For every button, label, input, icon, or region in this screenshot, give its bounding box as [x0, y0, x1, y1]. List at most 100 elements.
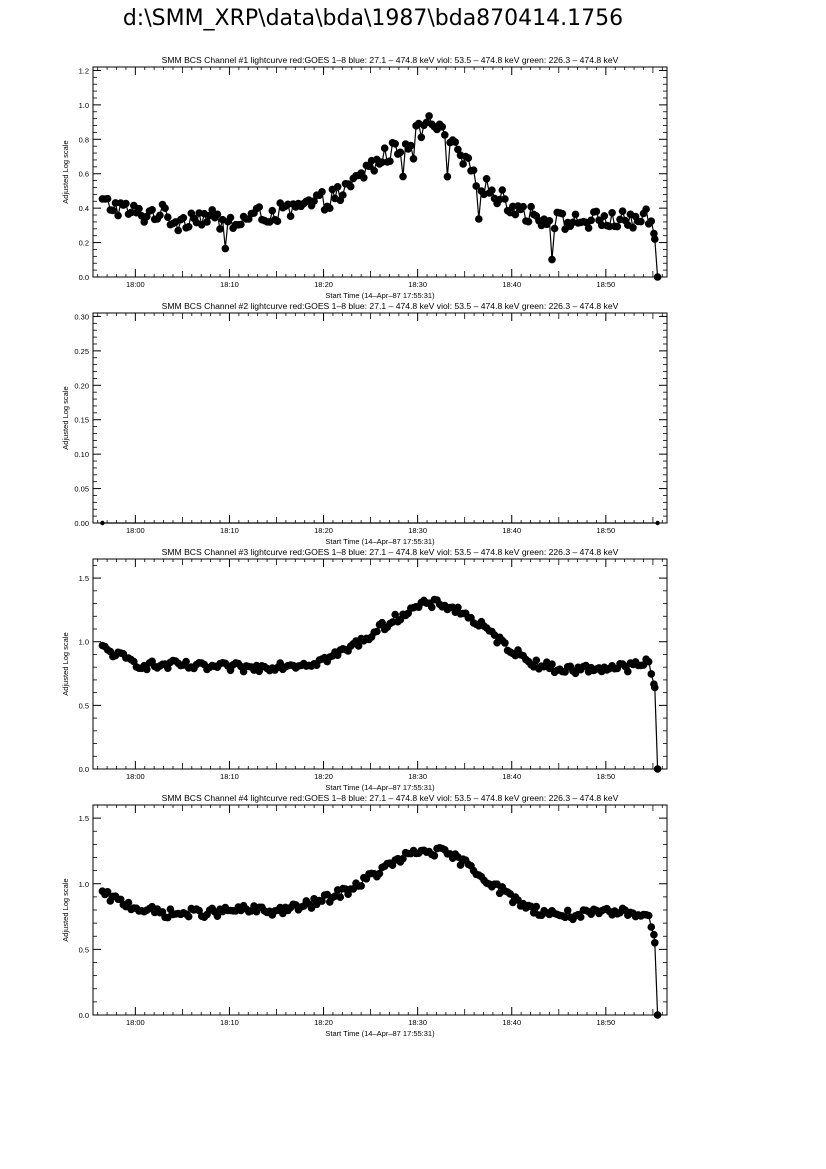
data-point [114, 211, 122, 220]
data-point [441, 131, 449, 139]
y-tick-label: 0.30 [74, 312, 89, 321]
data-point [164, 213, 172, 221]
x-tick-label: 18:40 [502, 1018, 521, 1027]
data-point [425, 112, 433, 120]
data-point [576, 913, 585, 921]
data-point [148, 206, 156, 214]
data-point [276, 659, 285, 667]
data-point [103, 194, 112, 203]
x-axis-label: Start Time (14–Apr–87 17:55:31) [325, 537, 435, 546]
data-point [454, 603, 462, 612]
chart-panel-3: SMM BCS Channel #3 lightcurve red:GOES 1… [61, 547, 668, 792]
data-point [650, 930, 658, 939]
y-tick-label: 0.00 [74, 519, 89, 528]
data-point [651, 939, 659, 947]
data-point [571, 210, 580, 219]
data-point [550, 224, 559, 233]
data-point [386, 157, 394, 165]
data-point [339, 191, 347, 199]
x-tick-label: 18:00 [126, 1018, 145, 1027]
data-point [587, 216, 595, 225]
data-point [182, 657, 190, 666]
data-point [237, 220, 245, 229]
x-tick-label: 18:40 [502, 526, 521, 535]
data-point [213, 210, 222, 219]
y-tick-label: 0.05 [74, 485, 89, 494]
data-point [143, 665, 151, 674]
y-axis-label: Adjusted Log scale [61, 878, 70, 941]
data-point [373, 627, 381, 636]
x-tick-label: 18:00 [126, 280, 145, 289]
data-point [124, 898, 133, 907]
y-tick-label: 1.2 [79, 66, 89, 75]
plot-frame [92, 66, 668, 278]
data-point [524, 217, 533, 226]
data-point [184, 223, 193, 231]
y-tick-label: 0.25 [74, 347, 89, 356]
data-point [443, 172, 452, 181]
x-axis-label: Start Time (14–Apr–87 17:55:31) [325, 1029, 435, 1038]
data-point [629, 224, 637, 232]
y-tick-label: 0.15 [74, 416, 89, 425]
data-point [511, 210, 520, 219]
y-tick-label: 1.0 [79, 880, 89, 889]
data-point [644, 911, 653, 920]
data-point [428, 603, 436, 612]
x-tick-label: 18:20 [314, 772, 333, 781]
data-point [109, 206, 117, 215]
data-point [475, 215, 483, 223]
data-point [164, 664, 172, 672]
data-point [286, 212, 295, 220]
chart-title: SMM BCS Channel #2 lightcurve red:GOES 1… [162, 301, 619, 311]
data-point [391, 140, 400, 148]
data-point [438, 123, 447, 131]
x-tick-label: 18:50 [596, 772, 615, 781]
data-point [558, 209, 567, 218]
x-tick-label: 18:40 [502, 280, 521, 289]
data-point [100, 520, 105, 526]
data-point [399, 172, 407, 181]
data-point [651, 235, 659, 243]
data-point [527, 202, 535, 211]
y-tick-label: 0.2 [79, 239, 89, 248]
data-point [644, 657, 653, 666]
data-point [208, 206, 216, 214]
x-tick-label: 18:50 [596, 526, 615, 535]
data-point [653, 765, 662, 773]
chart-panel-2: SMM BCS Channel #2 lightcurve red:GOES 1… [61, 301, 668, 546]
data-point [498, 186, 507, 194]
y-tick-label: 0.4 [79, 204, 89, 213]
x-tick-label: 18:30 [408, 280, 427, 289]
x-axis-label: Start Time (14–Apr–87 17:55:31) [325, 783, 435, 792]
data-point [532, 902, 541, 911]
y-axis-label: Adjusted Log scale [61, 140, 70, 203]
data-point [464, 154, 473, 162]
data-point [273, 217, 282, 225]
data-point [653, 273, 662, 281]
data-point [592, 207, 601, 216]
chart-title: SMM BCS Channel #1 lightcurve red:GOES 1… [162, 55, 619, 65]
data-point [226, 213, 235, 222]
y-tick-label: 0.5 [79, 701, 89, 710]
x-tick-label: 18:20 [314, 1018, 333, 1027]
x-axis-label: Start Time (14–Apr–87 17:55:31) [325, 291, 435, 300]
data-point [216, 225, 224, 233]
data-point [618, 207, 627, 215]
data-point [239, 667, 248, 676]
data-point [651, 683, 659, 692]
data-point [430, 852, 439, 860]
chart-panel-4: SMM BCS Channel #4 lightcurve red:GOES 1… [61, 793, 668, 1038]
y-tick-label: 0.20 [74, 381, 89, 390]
data-point [417, 133, 426, 142]
data-point [454, 145, 462, 154]
x-tick-label: 18:20 [314, 526, 333, 535]
data-point [472, 182, 481, 190]
x-tick-label: 18:00 [126, 772, 145, 781]
data-point [545, 217, 554, 225]
x-tick-label: 18:40 [502, 772, 521, 781]
y-tick-label: 0.0 [79, 765, 89, 774]
data-point [409, 155, 418, 163]
data-point [655, 520, 660, 526]
y-tick-label: 0.10 [74, 450, 89, 459]
